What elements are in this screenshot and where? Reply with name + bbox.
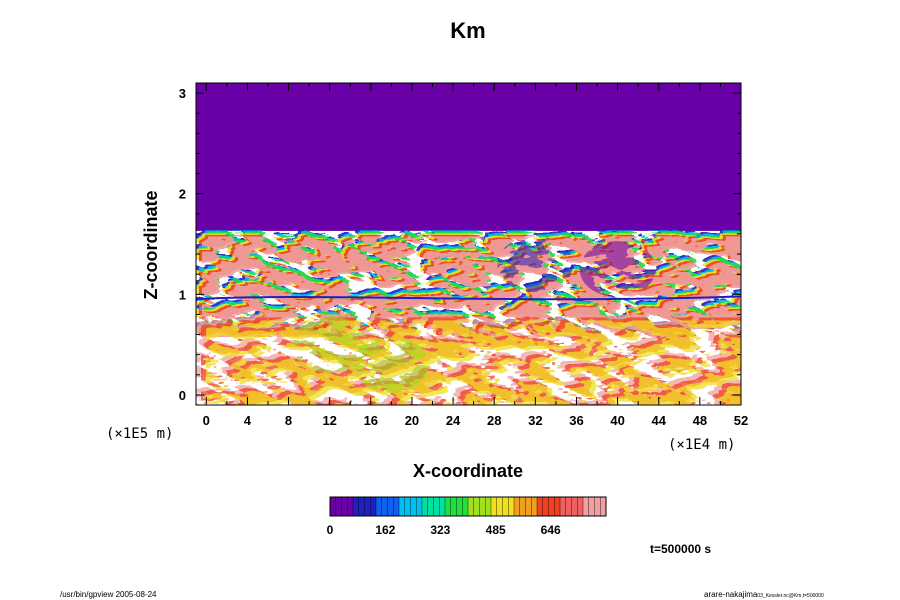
x-tick-label: 44 <box>652 413 667 428</box>
colorbar-segment <box>583 497 590 516</box>
x-tick-label: 0 <box>203 413 210 428</box>
colorbar-tick-label: 162 <box>375 523 395 537</box>
time-label: t=500000 s <box>650 542 711 556</box>
colorbar-segment <box>588 497 595 516</box>
colorbar-segment <box>594 497 601 516</box>
colorbar-segment <box>548 497 555 516</box>
colorbar-tick-label: 485 <box>486 523 506 537</box>
colorbar-frame <box>329 496 607 517</box>
colorbar-tick-label: 323 <box>430 523 450 537</box>
colorbar-segment <box>410 497 417 516</box>
x-tick-label: 8 <box>285 413 292 428</box>
footer-right: arare-nakajima03_Kessler.nc@Km,t=500000 <box>704 590 824 599</box>
colorbar-segment <box>456 497 463 516</box>
colorbar-segment <box>439 497 446 516</box>
colorbar-segment <box>514 497 521 516</box>
colorbar-segment <box>404 497 411 516</box>
colorbar-segment <box>416 497 423 516</box>
colorbar-segment <box>399 497 406 516</box>
feature-2 <box>497 236 574 293</box>
colorbar-segment <box>571 497 578 516</box>
colorbar-segment <box>335 497 342 516</box>
x-tick-label: 48 <box>693 413 707 428</box>
colorbar-segment <box>445 497 452 516</box>
colorbar-segment <box>491 497 498 516</box>
footer-right-main: arare-nakajima <box>704 590 758 599</box>
x-tick-label: 36 <box>569 413 583 428</box>
colorbar-segment <box>364 497 371 516</box>
y-tick-label: 3 <box>179 86 186 101</box>
colorbar-tick-label: 0 <box>327 523 334 537</box>
feature-1 <box>353 336 430 393</box>
colorbar-segment <box>381 497 388 516</box>
y-tick-label: 0 <box>179 388 186 403</box>
colorbar-segment <box>525 497 532 516</box>
colorbar-segment <box>370 497 377 516</box>
x-scale-note: (×1E4 m) <box>668 437 735 453</box>
chart-title: Km <box>450 18 485 43</box>
y-tick-label: 2 <box>179 187 186 202</box>
colorbar-segment <box>565 497 572 516</box>
colorbar-segment <box>353 497 360 516</box>
y-tick-label: 1 <box>179 287 186 302</box>
y-axis-label: Z-coordinate <box>141 190 161 299</box>
colorbar-segment <box>330 497 337 516</box>
colorbar-segment <box>358 497 365 516</box>
footer-right-small: 03_Kessler.nc@Km,t=500000 <box>757 593 824 599</box>
x-tick-label: 52 <box>734 413 748 428</box>
colorbar-segment <box>502 497 509 516</box>
uniform-top-region <box>196 83 741 231</box>
colorbar-segment <box>537 497 544 516</box>
feature-0 <box>291 316 368 373</box>
colorbar-segment <box>341 497 348 516</box>
colorbar-segment <box>542 497 549 516</box>
x-axis-label: X-coordinate <box>413 461 523 481</box>
colorbar-segment <box>508 497 515 516</box>
x-tick-label: 20 <box>405 413 419 428</box>
colorbar-segment <box>462 497 469 516</box>
feature-3 <box>579 241 656 298</box>
colorbar-segment <box>560 497 567 516</box>
x-tick-label: 24 <box>446 413 461 428</box>
colorbar-segment <box>496 497 503 516</box>
inversion-line <box>196 295 741 301</box>
plot-area <box>196 83 741 405</box>
x-tick-label: 12 <box>322 413 336 428</box>
field-layer <box>196 83 741 405</box>
colorbar-segment <box>422 497 429 516</box>
x-tick-label: 40 <box>610 413 624 428</box>
x-tick-label: 4 <box>244 413 252 428</box>
colorbar-tick-label: 646 <box>541 523 561 537</box>
plot-frame <box>195 82 742 406</box>
colorbar: 0 162 323 485 646 <box>327 496 607 537</box>
x-tick-label: 16 <box>364 413 378 428</box>
colorbar-segment <box>600 497 607 516</box>
colorbar-segment <box>519 497 526 516</box>
colorbar-segment <box>473 497 480 516</box>
colorbar-segment <box>376 497 383 516</box>
x-tick-label: 32 <box>528 413 542 428</box>
footer-left: /usr/bin/gpview 2005-08-24 <box>60 590 157 599</box>
colorbar-segment <box>577 497 584 516</box>
colorbar-segment <box>468 497 475 516</box>
colorbar-segment <box>347 497 354 516</box>
colorbar-segment <box>485 497 492 516</box>
y-axis: 0 1 2 3 <box>179 86 741 403</box>
x-tick-label: 28 <box>487 413 501 428</box>
x-axis: 0 4 8 12 16 20 24 28 32 36 40 44 48 52 <box>203 83 748 428</box>
colorbar-segment <box>393 497 400 516</box>
colorbar-segment <box>433 497 440 516</box>
colorbar-segment <box>427 497 434 516</box>
colorbar-segment <box>479 497 486 516</box>
colorbar-segment <box>387 497 394 516</box>
y-scale-note: (×1E5 m) <box>106 426 173 442</box>
lower-texture-2 <box>206 320 741 405</box>
colorbar-segment <box>450 497 457 516</box>
colorbar-segment <box>531 497 538 516</box>
colorbar-segment <box>554 497 561 516</box>
